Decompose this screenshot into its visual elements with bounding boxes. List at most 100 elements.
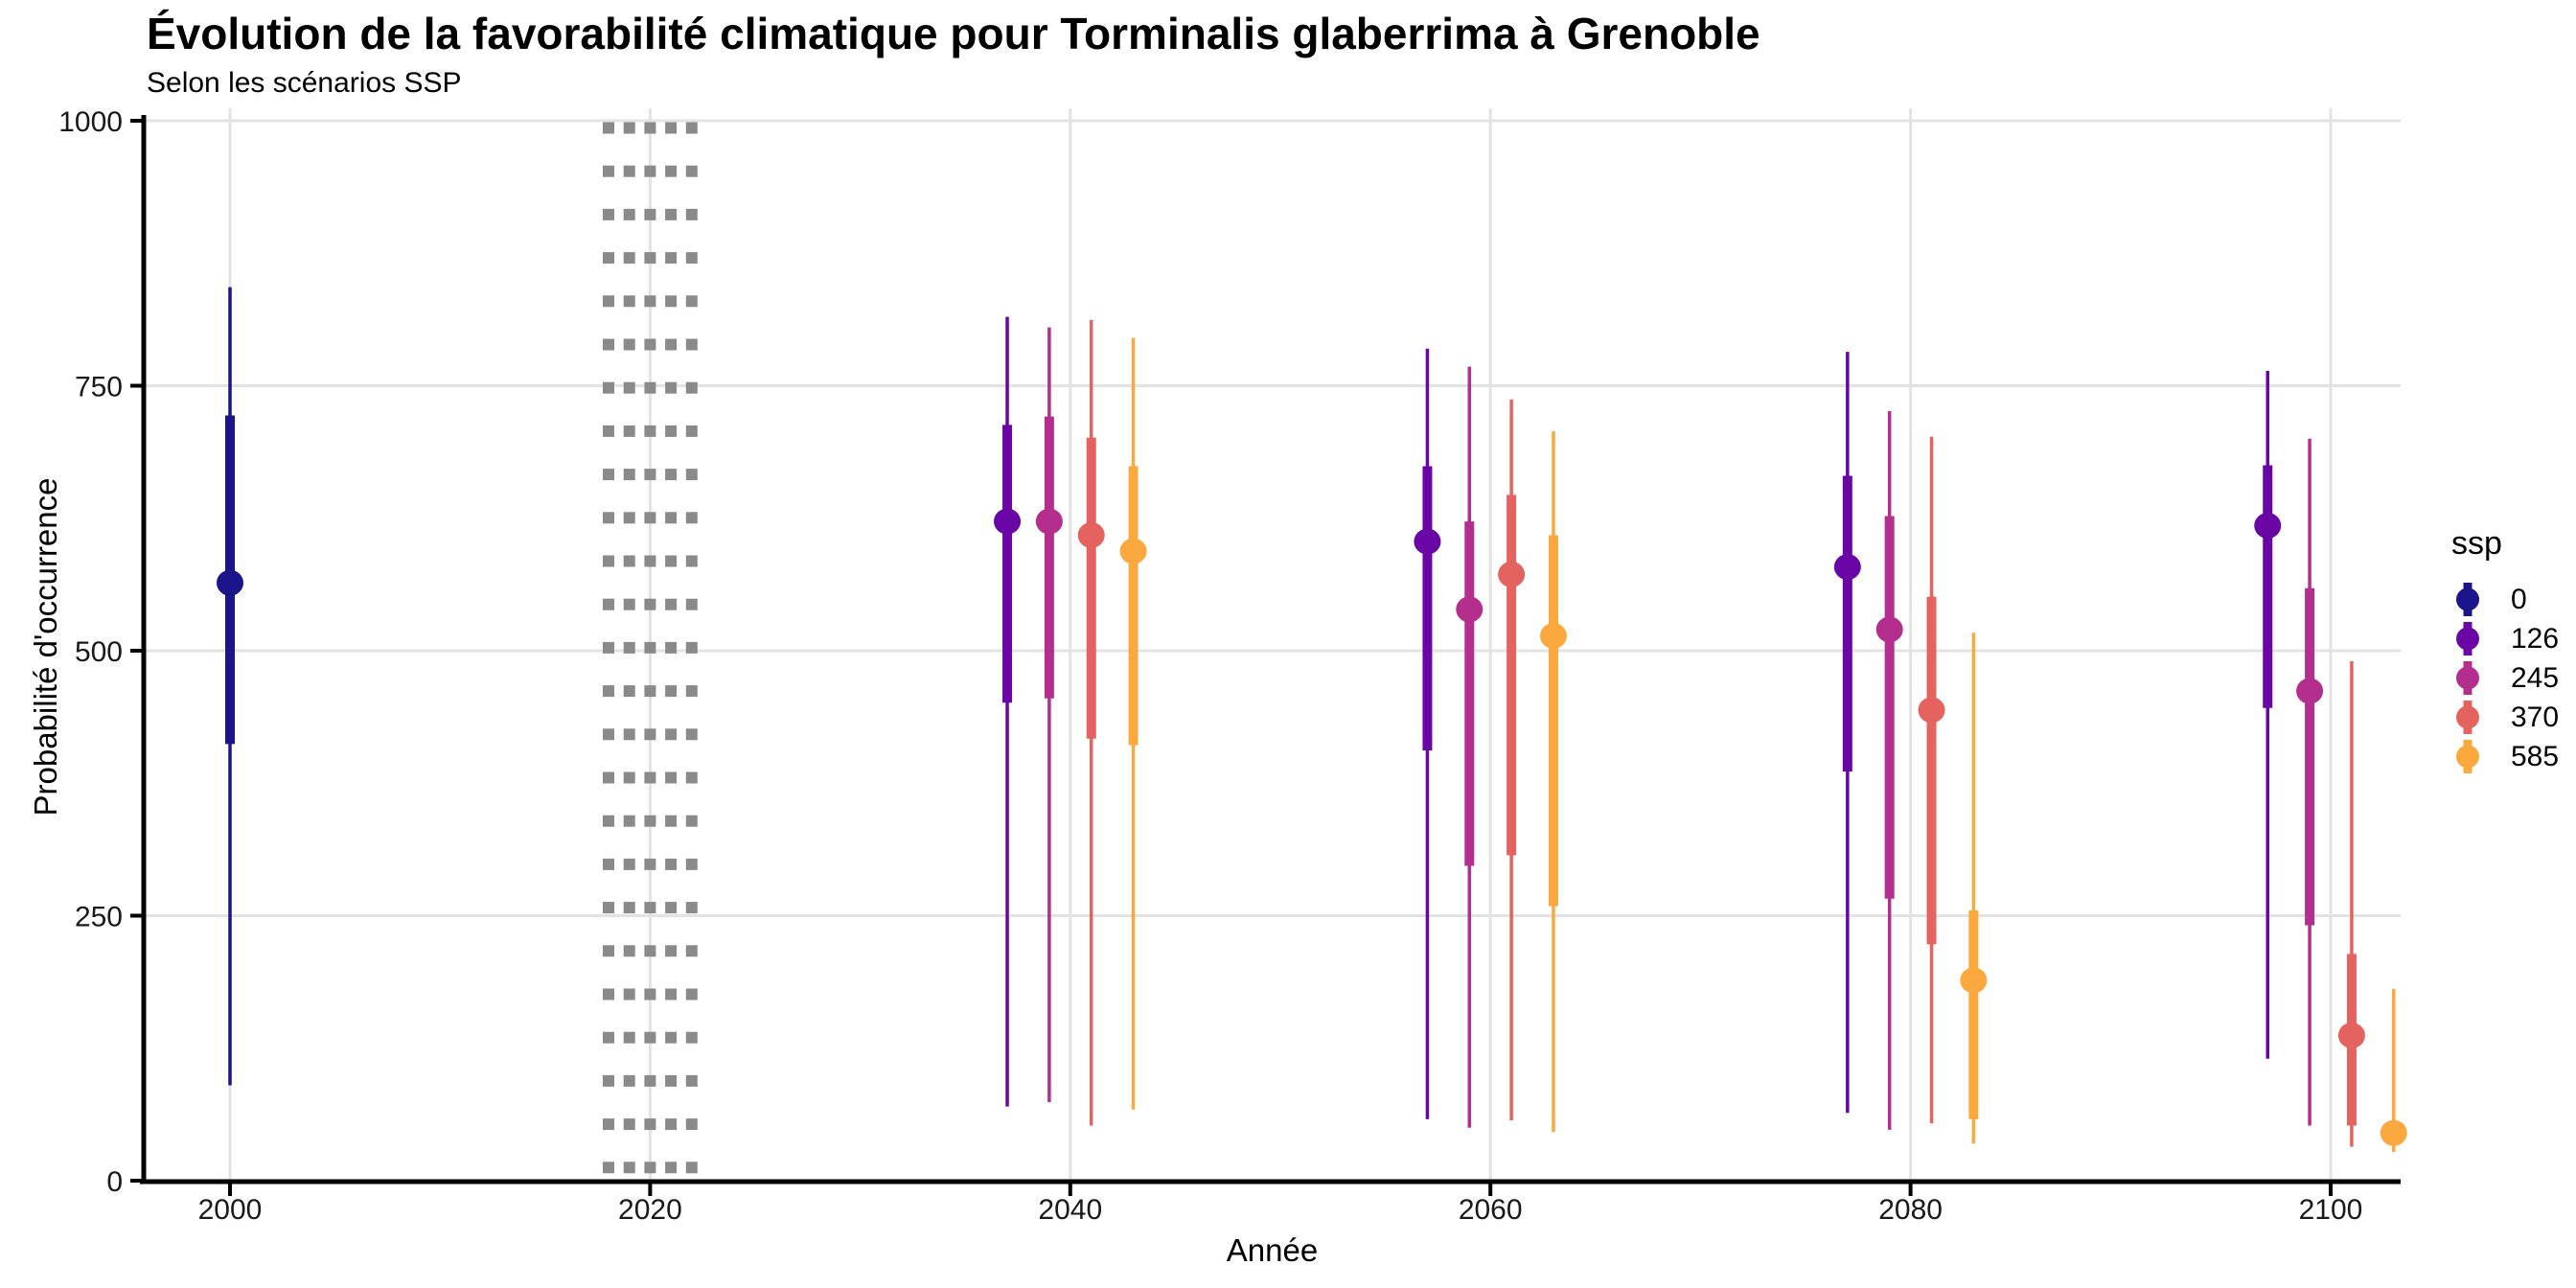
reference-band-dot	[665, 815, 678, 827]
reference-band-dot	[603, 728, 614, 741]
legend-entries: 0 126 245 370 585	[2437, 580, 2559, 776]
point-estimate	[1119, 538, 1147, 564]
chart-subtitle: Selon les scénarios SSP	[147, 67, 462, 99]
legend-key-icon	[2456, 661, 2479, 695]
legend-key-icon	[2456, 701, 2479, 734]
legend-key-icon	[2456, 583, 2479, 616]
reference-band-dot	[623, 945, 635, 957]
legend: ssp 0 126 245 370 585	[2437, 525, 2559, 776]
reference-band-dot	[623, 1031, 635, 1044]
reference-band-dot	[603, 512, 614, 524]
point-estimate	[2254, 512, 2282, 539]
reference-band-dot	[603, 1074, 614, 1087]
reference-band-dot	[685, 295, 698, 308]
legend-item-label: 0	[2511, 583, 2527, 615]
x-axis-title: Année	[1226, 1232, 1319, 1268]
legend-item-label: 245	[2511, 661, 2560, 694]
reference-band-dot	[603, 381, 614, 394]
reference-band-dot	[644, 252, 656, 264]
reference-band-dot	[685, 469, 698, 481]
point-estimate	[1498, 561, 1526, 587]
legend-item-370: 370	[2437, 698, 2559, 737]
point-estimate	[2380, 1119, 2407, 1146]
reference-band-dot	[644, 1074, 656, 1087]
reference-band-dot	[644, 858, 656, 870]
point-estimate	[1918, 697, 1945, 724]
reference-band-dot	[644, 122, 656, 134]
reference-band-dot	[665, 598, 678, 610]
reference-band-dot	[603, 1162, 614, 1174]
reference-band-dot	[644, 945, 656, 957]
reference-band-dot	[665, 771, 678, 784]
reference-band-dot	[623, 381, 635, 394]
reference-band-dot	[603, 425, 614, 437]
reference-band-dot	[644, 425, 656, 437]
point-estimate	[217, 569, 243, 596]
reference-band-dot	[685, 641, 698, 654]
reference-band-dot	[603, 858, 614, 870]
reference-band-dot	[623, 858, 635, 870]
reference-band-dot	[603, 295, 614, 308]
reference-band-dot	[685, 815, 698, 827]
reference-band-dot	[644, 469, 656, 481]
reference-band-dot	[603, 771, 614, 784]
reference-band-dot	[665, 208, 678, 220]
reference-band-dot	[603, 165, 614, 177]
reference-band-dot	[665, 685, 678, 698]
reference-band-dot	[644, 1162, 656, 1174]
reference-band-dot	[665, 252, 678, 264]
y-tick-label: 1000	[58, 106, 123, 138]
reference-band-dot	[623, 641, 635, 654]
point-estimate	[1035, 508, 1063, 535]
legend-item-585: 585	[2437, 737, 2559, 776]
point-estimate	[1414, 528, 1441, 555]
reference-band-dot	[685, 1074, 698, 1087]
reference-band-dot	[665, 988, 678, 1000]
point-estimate	[2337, 1022, 2365, 1048]
reference-band-dot	[665, 381, 678, 394]
reference-band-dot	[665, 295, 678, 308]
chart-title: Évolution de la favorabilité climatique …	[147, 9, 1760, 58]
reference-band-dot	[623, 252, 635, 264]
reference-band-dot	[644, 685, 656, 698]
reference-band-dot	[603, 902, 614, 914]
reference-band-dot	[665, 1118, 678, 1131]
point-estimate	[1456, 596, 1484, 623]
reference-band-dot	[644, 165, 656, 177]
point-estimate	[1833, 554, 1861, 581]
reference-band-dot	[644, 338, 656, 351]
reference-band-dot	[665, 858, 678, 870]
reference-band-dot	[623, 598, 635, 610]
reference-band-dot	[685, 165, 698, 177]
reference-band-dot	[623, 208, 635, 220]
point-estimate	[1539, 623, 1567, 650]
reference-band-dot	[685, 338, 698, 351]
x-tick-label: 2000	[198, 1194, 263, 1226]
reference-band-dot	[623, 815, 635, 827]
y-tick-label: 250	[75, 902, 123, 933]
reference-band-dot	[644, 1031, 656, 1044]
reference-band-dot	[644, 902, 656, 914]
reference-band-dot	[685, 945, 698, 957]
point-estimate	[1077, 521, 1105, 548]
reference-band-dot	[685, 208, 698, 220]
x-tick-label: 2060	[1459, 1194, 1523, 1226]
reference-band-dot	[665, 555, 678, 567]
reference-band-dot	[644, 208, 656, 220]
y-tick-label: 750	[75, 372, 123, 403]
reference-band-dot	[685, 252, 698, 264]
reference-band-dot	[644, 295, 656, 308]
reference-band-dot	[623, 728, 635, 741]
reference-band-dot	[603, 1118, 614, 1131]
reference-band-dot	[685, 381, 698, 394]
reference-band-dot	[665, 512, 678, 524]
x-tick-label: 2080	[1878, 1194, 1943, 1226]
reference-band-dot	[623, 771, 635, 784]
legend-item-126: 126	[2437, 619, 2559, 658]
reference-band-dot	[603, 338, 614, 351]
legend-key-icon	[2456, 622, 2479, 656]
reference-band-dot	[623, 902, 635, 914]
reference-band-dot	[685, 1162, 698, 1174]
reference-band-dot	[644, 512, 656, 524]
